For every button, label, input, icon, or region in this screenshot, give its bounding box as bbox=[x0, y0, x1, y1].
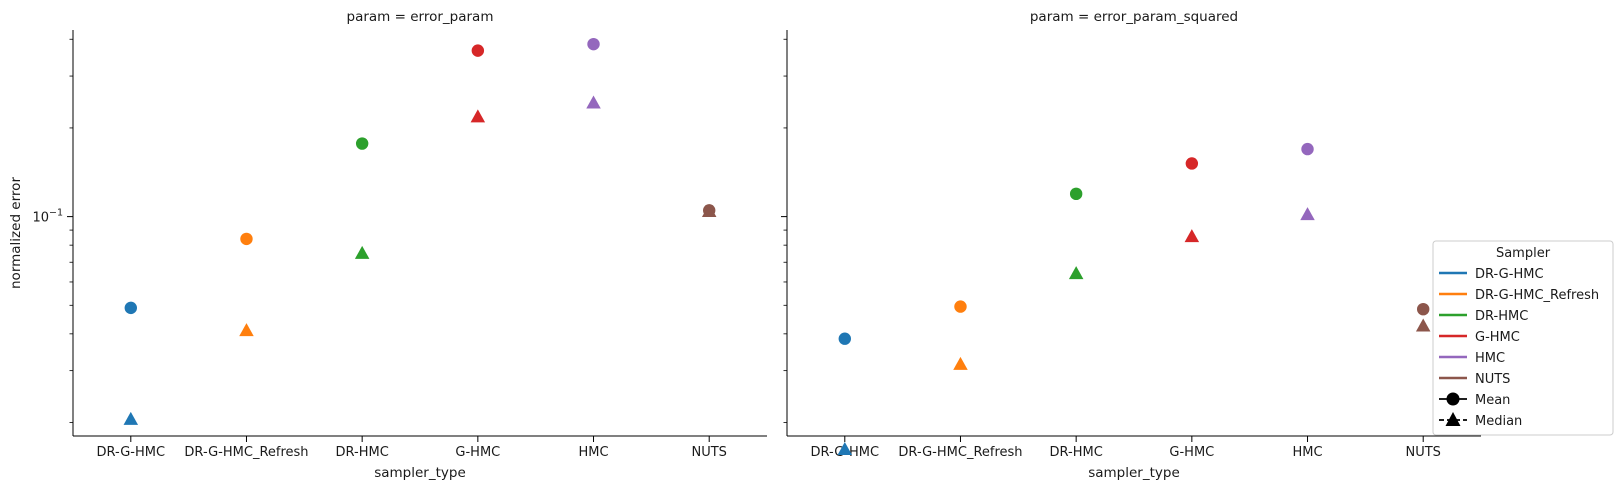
median-point bbox=[837, 441, 853, 455]
legend-label: G-HMC bbox=[1475, 330, 1520, 345]
x-tick-label: NUTS bbox=[1405, 445, 1440, 460]
x-tick-label: HMC bbox=[578, 445, 608, 460]
median-point bbox=[586, 95, 601, 109]
x-tick-label: G-HMC bbox=[455, 445, 500, 460]
x-tick-label: HMC bbox=[1292, 445, 1322, 460]
mean-point bbox=[1185, 157, 1199, 170]
median-point bbox=[1300, 207, 1315, 221]
legend-label: HMC bbox=[1475, 351, 1505, 366]
legend-label: DR-G-HMC bbox=[1475, 267, 1544, 282]
legend-label: NUTS bbox=[1475, 372, 1510, 387]
legend-marker bbox=[1446, 392, 1460, 406]
x-tick-label: G-HMC bbox=[1169, 445, 1214, 460]
x-tick-label: DR-G-HMC_Refresh bbox=[184, 445, 308, 460]
y-tick-label: 10−1 bbox=[32, 208, 63, 226]
mean-point bbox=[124, 301, 137, 315]
mean-point bbox=[1301, 142, 1314, 156]
median-point bbox=[1068, 266, 1084, 280]
legend-label: Median bbox=[1475, 414, 1522, 429]
legend-label: DR-G-HMC_Refresh bbox=[1475, 288, 1599, 303]
median-point bbox=[470, 109, 486, 123]
x-tick-label: DR-HMC bbox=[336, 445, 389, 460]
panel-title: param = error_param bbox=[347, 9, 494, 25]
mean-point bbox=[471, 44, 485, 57]
median-point bbox=[1415, 318, 1431, 332]
legend-marker bbox=[1445, 412, 1461, 426]
legend-title: Sampler bbox=[1496, 246, 1551, 261]
x-axis-label: sampler_type bbox=[374, 465, 466, 481]
legend-label: DR-HMC bbox=[1475, 309, 1528, 324]
median-point bbox=[123, 411, 139, 425]
mean-point bbox=[355, 137, 369, 150]
x-tick-label: DR-G-HMC bbox=[97, 445, 166, 460]
mean-point bbox=[1417, 302, 1430, 316]
legend-label: Mean bbox=[1475, 393, 1510, 408]
x-tick-label: DR-G-HMC_Refresh bbox=[898, 445, 1022, 460]
panel-title: param = error_param_squared bbox=[1030, 9, 1238, 25]
median-point bbox=[701, 204, 717, 218]
mean-point bbox=[240, 232, 253, 246]
y-axis-label: normalized error bbox=[8, 177, 24, 289]
median-point bbox=[953, 356, 968, 370]
mean-point bbox=[1069, 187, 1083, 201]
x-tick-label: NUTS bbox=[691, 445, 726, 460]
mean-point bbox=[954, 300, 967, 313]
median-point bbox=[1184, 229, 1200, 243]
mean-point bbox=[587, 37, 600, 51]
x-axis-label: sampler_type bbox=[1088, 465, 1180, 481]
median-point bbox=[239, 323, 254, 337]
x-tick-label: DR-HMC bbox=[1050, 445, 1103, 460]
mean-point bbox=[838, 332, 851, 345]
legend-box bbox=[1432, 240, 1614, 436]
median-point bbox=[354, 245, 370, 259]
